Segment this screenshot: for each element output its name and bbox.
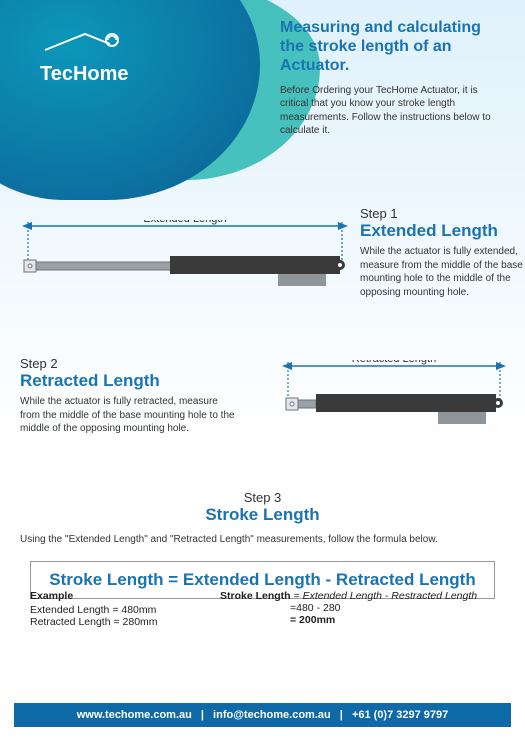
separator-icon: | [201, 709, 204, 721]
intro-block: Measuring and calculating the stroke len… [280, 18, 505, 138]
step2-title: Retracted Length [20, 371, 240, 391]
house-icon [40, 30, 130, 67]
example-line1: Extended Length = 480mm [30, 604, 220, 616]
intro-body: Before Ordering your TecHome Actuator, i… [280, 84, 505, 138]
step3-title: Stroke Length [20, 505, 505, 525]
step-3: Step 3 Stroke Length Using the "Extended… [20, 490, 505, 599]
page-title: Measuring and calculating the stroke len… [280, 18, 505, 76]
step1-title: Extended Length [360, 221, 525, 241]
step2-label: Step 2 [20, 356, 240, 371]
step1-body: While the actuator is fully extended, me… [360, 245, 525, 299]
example-calc-result: = 200mm [290, 614, 335, 626]
footer-bar: www.techome.com.au | info@techome.com.au… [14, 703, 511, 727]
example-calc-sub: =480 - 280 [220, 602, 480, 614]
footer-url: www.techome.com.au [77, 709, 192, 721]
brand-logo: TecHome [40, 30, 130, 86]
footer-phone: +61 (0)7 3297 9797 [352, 709, 448, 721]
separator-icon: | [340, 709, 343, 721]
step1-label: Step 1 [360, 206, 525, 221]
step3-body: Using the "Extended Length" and "Retract… [20, 533, 505, 547]
diagram1-caption: Extended Length [143, 220, 226, 225]
step3-label: Step 3 [20, 490, 505, 505]
step2-body: While the actuator is fully retracted, m… [20, 395, 240, 436]
extended-actuator-diagram: Extended Length [20, 220, 350, 290]
example-calc-label: Stroke Length [220, 590, 291, 602]
retracted-actuator-diagram: Retracted Length [270, 360, 510, 430]
brand-name: TecHome [40, 63, 130, 86]
example-heading: Example [30, 590, 220, 602]
example-block: Example Extended Length = 480mm Retracte… [30, 590, 495, 628]
example-calc-eq: = Extended Length - Restracted Length [294, 590, 478, 602]
diagram2-caption: Retracted Length [352, 360, 436, 365]
footer-email: info@techome.com.au [213, 709, 331, 721]
example-line2: Retracted Length = 280mm [30, 616, 220, 628]
